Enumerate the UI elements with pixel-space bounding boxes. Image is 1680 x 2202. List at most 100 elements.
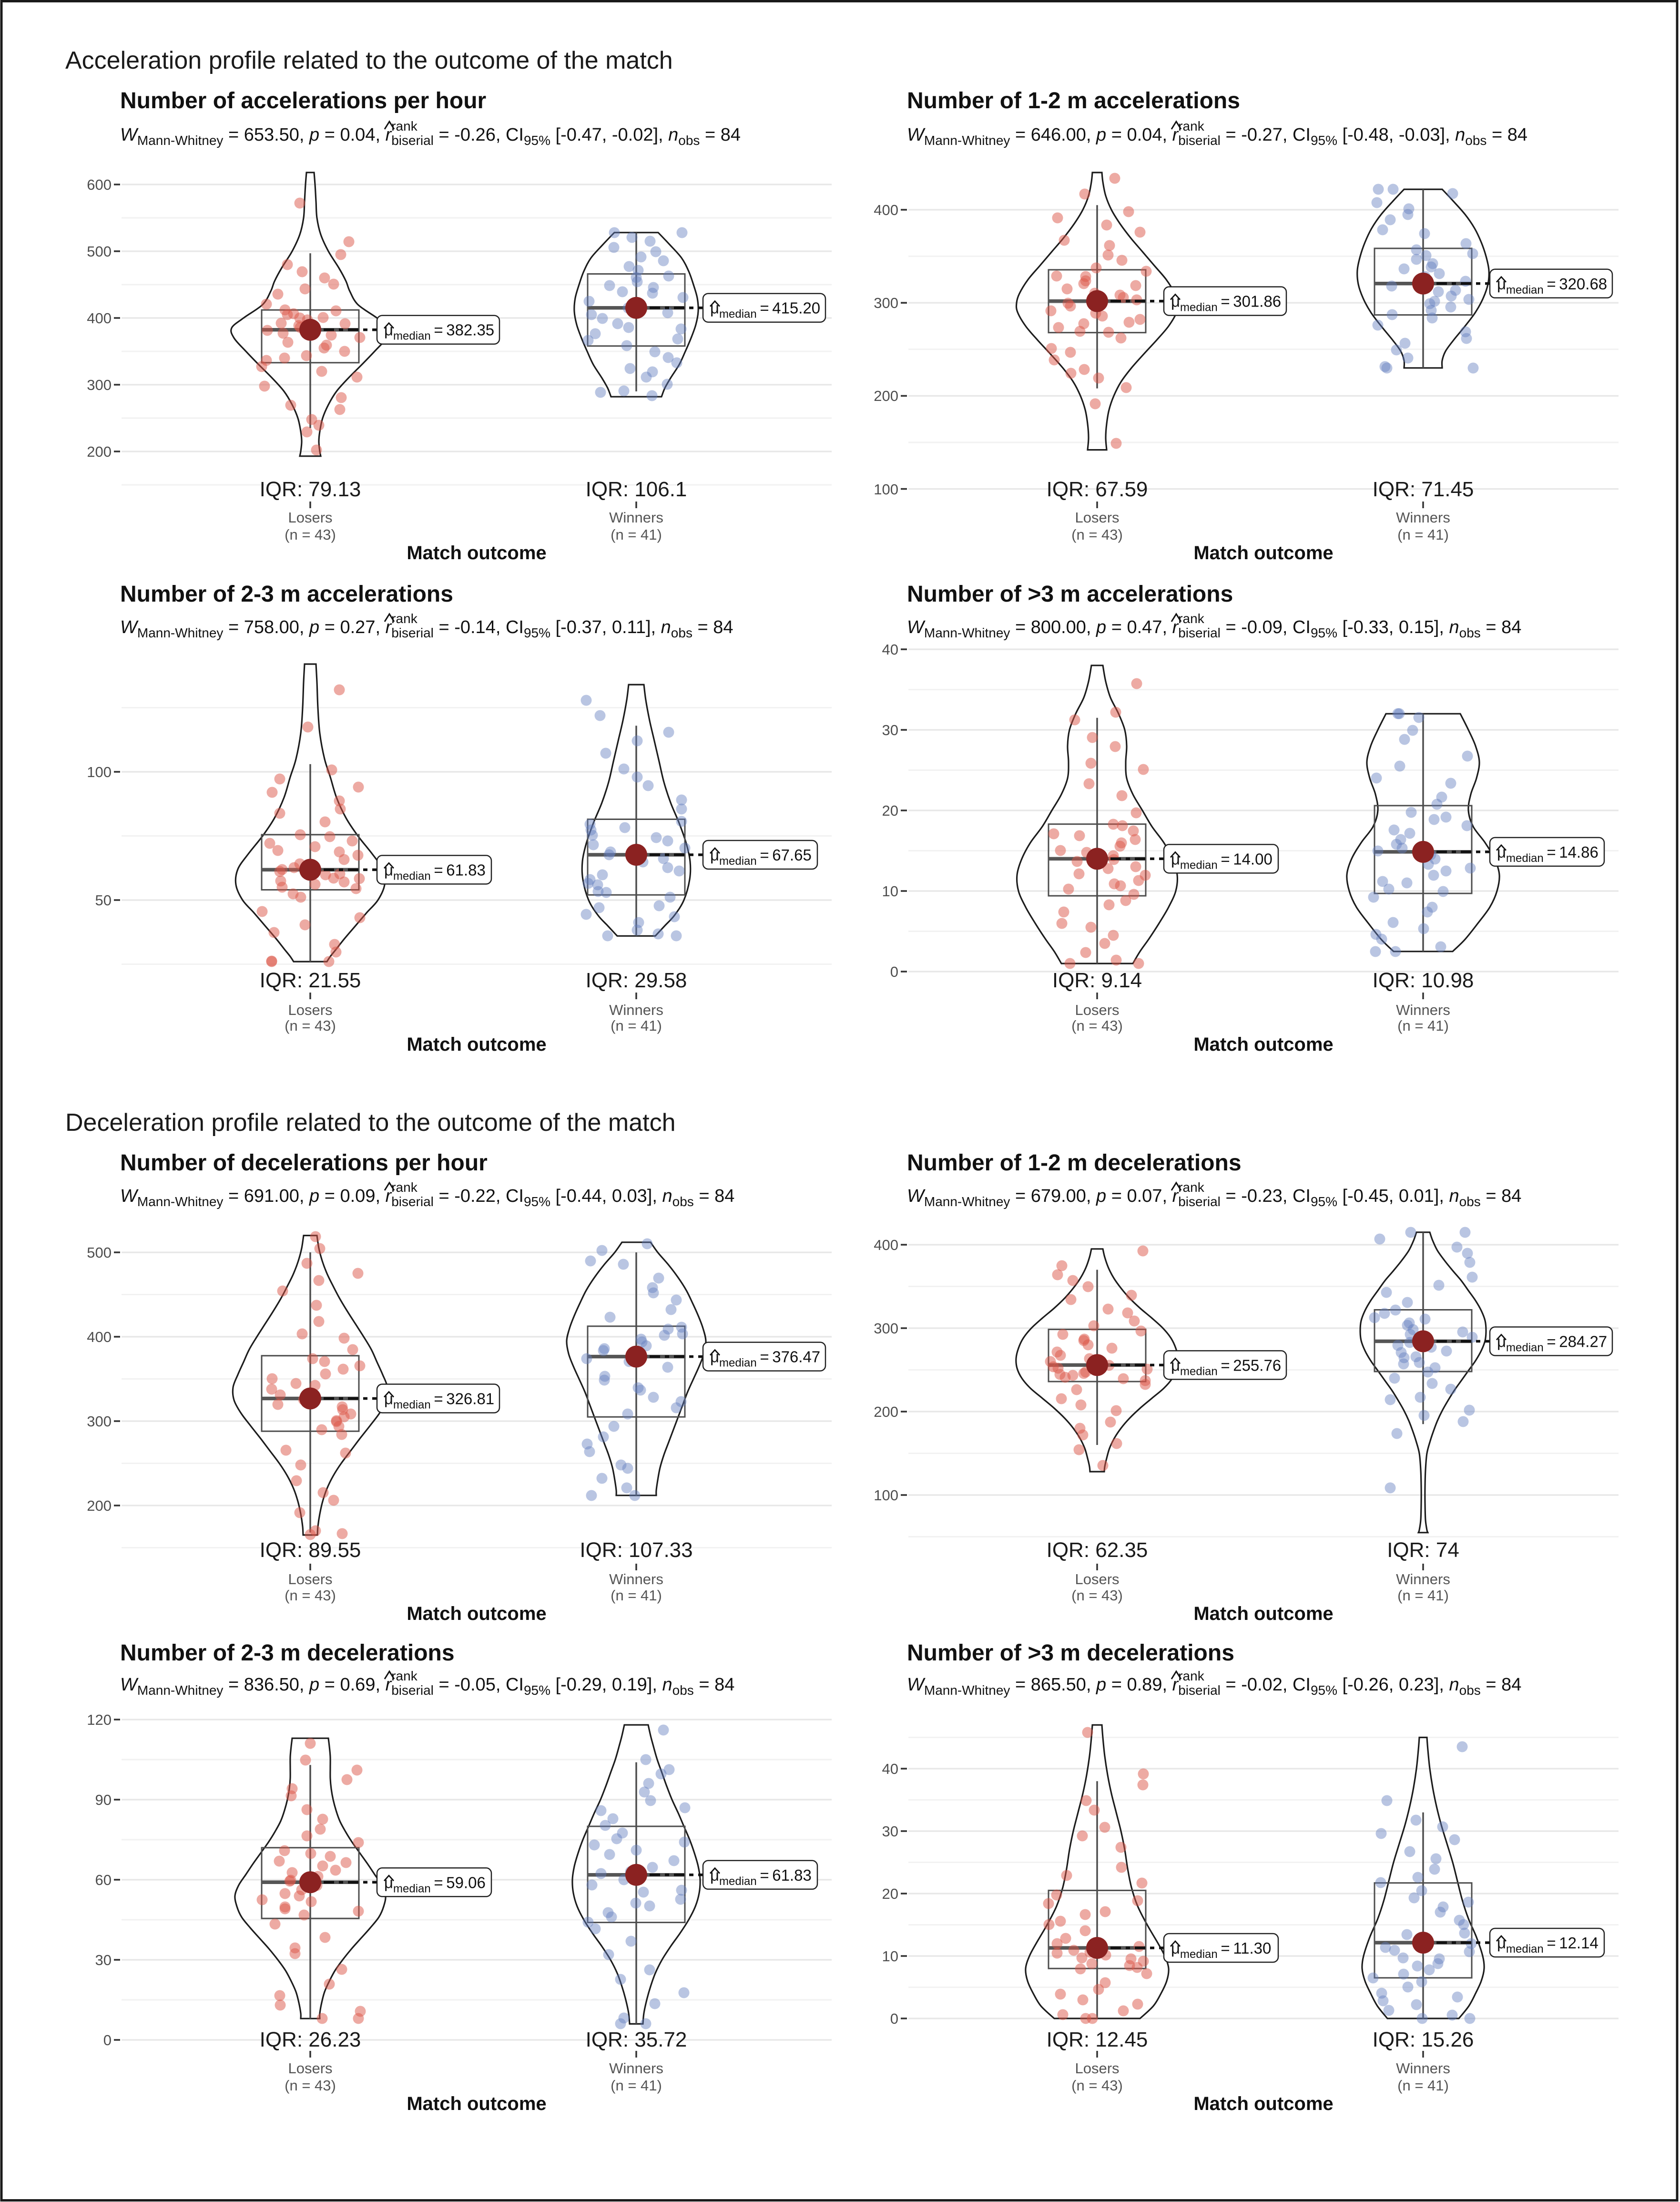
svg-text:IQR: 35.72: IQR: 35.72 [586, 2028, 687, 2051]
svg-text:IQR: 62.35: IQR: 62.35 [1047, 1538, 1148, 1562]
svg-text:Losers: Losers [1075, 1571, 1119, 1587]
svg-text:20: 20 [882, 802, 898, 819]
svg-text:Match outcome: Match outcome [407, 1603, 546, 1624]
svg-text:μmedian = 415.20: μmedian = 415.20 [710, 299, 820, 321]
svg-text:10: 10 [882, 1948, 898, 1965]
svg-text:Number of 2-3 m accelerations: Number of 2-3 m accelerations [120, 582, 453, 607]
svg-text:Match outcome: Match outcome [1193, 543, 1333, 563]
svg-text:(n = 43): (n = 43) [285, 526, 336, 543]
svg-text:10: 10 [882, 883, 898, 900]
svg-text:Deceleration profile related t: Deceleration profile related to the outc… [65, 1109, 676, 1137]
svg-text:Losers: Losers [288, 509, 332, 526]
svg-text:Match outcome: Match outcome [407, 543, 546, 563]
svg-text:IQR: 10.98: IQR: 10.98 [1373, 969, 1474, 992]
svg-text:400: 400 [87, 1329, 112, 1345]
svg-text:WMann-Whitney = 800.00, p = 0.: WMann-Whitney = 800.00, p = 0.47, rrank b… [907, 611, 1521, 640]
svg-text:Losers: Losers [1075, 2060, 1119, 2077]
svg-text:WMann-Whitney = 679.00, p = 0.: WMann-Whitney = 679.00, p = 0.07, rrank b… [907, 1180, 1521, 1209]
svg-text:(n = 43): (n = 43) [285, 1017, 336, 1034]
svg-text:Match outcome: Match outcome [1193, 1034, 1333, 1055]
svg-text:(n = 41): (n = 41) [1397, 526, 1449, 543]
svg-text:WMann-Whitney = 865.50, p = 0.: WMann-Whitney = 865.50, p = 0.89, rrank b… [907, 1669, 1521, 1698]
svg-text:300: 300 [874, 1320, 898, 1337]
svg-text:200: 200 [874, 388, 898, 404]
svg-text:Number of accelerations per ho: Number of accelerations per hour [120, 88, 486, 113]
svg-text:0: 0 [890, 2010, 898, 2027]
svg-text:0: 0 [103, 2032, 112, 2048]
svg-text:500: 500 [87, 1244, 112, 1261]
svg-text:Losers: Losers [1075, 1002, 1119, 1018]
svg-text:Acceleration profile related t: Acceleration profile related to the outc… [65, 47, 673, 74]
svg-text:Winners: Winners [609, 1002, 663, 1018]
svg-text:30: 30 [882, 1823, 898, 1840]
svg-text:Winners: Winners [609, 2060, 663, 2077]
svg-text:Winners: Winners [609, 1571, 663, 1587]
svg-text:μmedian = 61.83: μmedian = 61.83 [710, 1866, 812, 1888]
svg-text:Match outcome: Match outcome [1193, 2093, 1333, 2114]
svg-text:200: 200 [874, 1403, 898, 1420]
svg-text:IQR: 107.33: IQR: 107.33 [580, 1538, 692, 1562]
svg-text:Winners: Winners [1396, 1002, 1450, 1018]
svg-text:120: 120 [87, 1711, 112, 1728]
svg-text:IQR: 74: IQR: 74 [1387, 1538, 1459, 1562]
svg-text:(n = 41): (n = 41) [611, 2077, 662, 2094]
svg-text:100: 100 [87, 764, 112, 780]
svg-text:(n = 41): (n = 41) [611, 1017, 662, 1034]
svg-text:Losers: Losers [288, 1571, 332, 1587]
svg-text:IQR: 26.23: IQR: 26.23 [260, 2028, 361, 2051]
svg-text:Match outcome: Match outcome [407, 1034, 546, 1055]
svg-text:IQR: 21.55: IQR: 21.55 [260, 969, 361, 992]
svg-text:(n = 43): (n = 43) [1071, 1017, 1123, 1034]
svg-text:30: 30 [882, 722, 898, 738]
svg-text:WMann-Whitney = 758.00, p = 0.: WMann-Whitney = 758.00, p = 0.27, rrank b… [120, 611, 733, 640]
svg-text:300: 300 [874, 295, 898, 311]
svg-text:IQR: 9.14: IQR: 9.14 [1052, 969, 1142, 992]
svg-text:(n = 41): (n = 41) [1397, 1587, 1449, 1604]
svg-text:(n = 43): (n = 43) [1071, 1587, 1123, 1604]
svg-text:IQR: 71.45: IQR: 71.45 [1373, 478, 1474, 501]
svg-text:100: 100 [874, 1487, 898, 1504]
svg-text:μmedian = 14.00: μmedian = 14.00 [1171, 850, 1273, 871]
svg-text:300: 300 [87, 377, 112, 393]
svg-text:60: 60 [95, 1872, 112, 1888]
svg-text:(n = 43): (n = 43) [1071, 526, 1123, 543]
svg-text:Number of 1-2 m accelerations: Number of 1-2 m accelerations [907, 88, 1240, 113]
svg-text:200: 200 [87, 443, 112, 460]
svg-text:400: 400 [874, 1237, 898, 1253]
svg-text:IQR: 12.45: IQR: 12.45 [1047, 2028, 1148, 2051]
svg-text:(n = 41): (n = 41) [1397, 2077, 1449, 2094]
svg-text:400: 400 [874, 202, 898, 218]
svg-text:μmedian = 255.76: μmedian = 255.76 [1171, 1356, 1281, 1378]
svg-text:Losers: Losers [1075, 509, 1119, 526]
svg-text:100: 100 [874, 481, 898, 498]
svg-text:IQR: 15.26: IQR: 15.26 [1373, 2028, 1474, 2051]
svg-text:IQR: 29.58: IQR: 29.58 [586, 969, 687, 992]
svg-text:μmedian = 67.65: μmedian = 67.65 [710, 846, 812, 868]
svg-text:Number of >3 m accelerations: Number of >3 m accelerations [907, 582, 1233, 607]
svg-text:(n = 41): (n = 41) [1397, 1017, 1449, 1034]
svg-text:WMann-Whitney = 653.50, p = 0.: WMann-Whitney = 653.50, p = 0.04, rrank b… [120, 119, 741, 148]
svg-text:IQR: 89.55: IQR: 89.55 [260, 1538, 361, 1562]
svg-text:50: 50 [95, 892, 112, 909]
svg-text:(n = 41): (n = 41) [611, 1587, 662, 1604]
svg-text:0: 0 [890, 963, 898, 980]
svg-text:Number of decelerations per ho: Number of decelerations per hour [120, 1150, 488, 1176]
svg-text:WMann-Whitney = 646.00, p = 0.: WMann-Whitney = 646.00, p = 0.04, rrank b… [907, 119, 1527, 148]
svg-text:Number of 1-2 m decelerations: Number of 1-2 m decelerations [907, 1150, 1242, 1176]
svg-text:(n = 43): (n = 43) [285, 2077, 336, 2094]
svg-text:400: 400 [87, 310, 112, 327]
svg-text:600: 600 [87, 176, 112, 193]
svg-text:WMann-Whitney = 836.50, p = 0.: WMann-Whitney = 836.50, p = 0.69, rrank b… [120, 1669, 734, 1698]
svg-text:IQR: 67.59: IQR: 67.59 [1047, 478, 1148, 501]
svg-text:40: 40 [882, 641, 898, 658]
svg-text:20: 20 [882, 1885, 898, 1902]
svg-text:90: 90 [95, 1792, 112, 1808]
svg-text:μmedian = 61.83: μmedian = 61.83 [384, 861, 486, 882]
svg-text:Winners: Winners [1396, 1571, 1450, 1587]
svg-text:IQR: 79.13: IQR: 79.13 [260, 478, 361, 501]
svg-text:(n = 43): (n = 43) [1071, 2077, 1123, 2094]
svg-text:Winners: Winners [1396, 509, 1450, 526]
svg-text:Number of 2-3 m decelerations: Number of 2-3 m decelerations [120, 1640, 455, 1666]
svg-text:WMann-Whitney = 691.00, p = 0.: WMann-Whitney = 691.00, p = 0.09, rrank b… [120, 1180, 734, 1209]
svg-text:Winners: Winners [1396, 2060, 1450, 2077]
